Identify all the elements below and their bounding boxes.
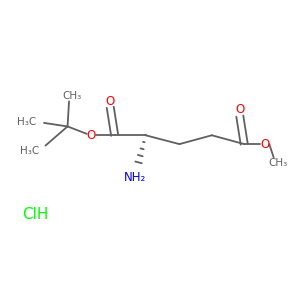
Text: CH₃: CH₃ [62,91,82,100]
Text: O: O [86,129,96,142]
Text: H₃C: H₃C [20,146,40,157]
Text: CH₃: CH₃ [268,158,288,168]
Text: ClH: ClH [22,207,48,222]
Text: NH₂: NH₂ [124,171,146,184]
Text: H₃C: H₃C [17,117,37,127]
Text: O: O [106,95,115,108]
Text: O: O [260,138,269,151]
Text: O: O [235,103,244,116]
